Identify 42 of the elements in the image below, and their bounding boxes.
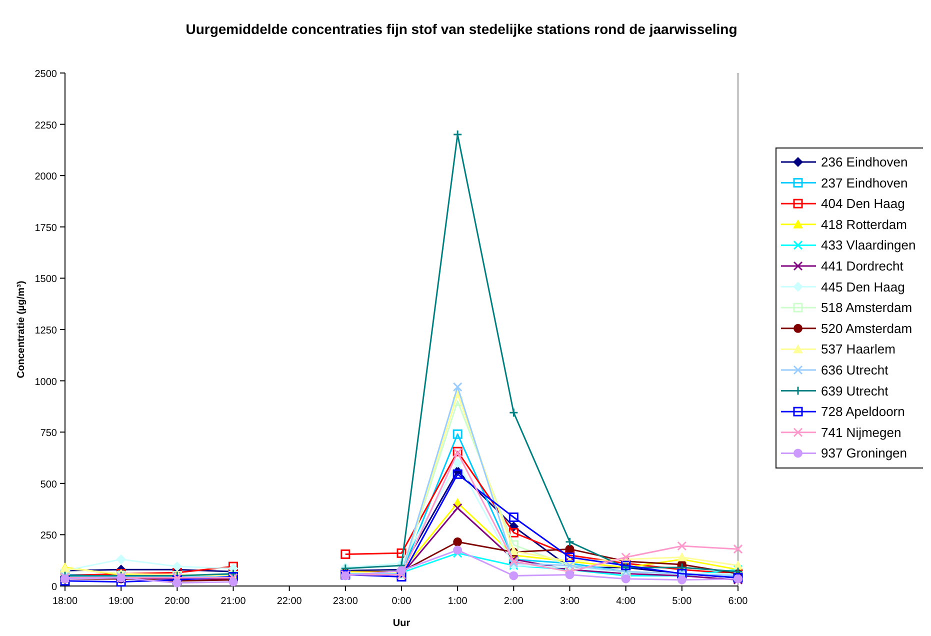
y-tick-label: 1250	[34, 326, 58, 336]
legend-label: 433 Vlaardingen	[821, 238, 916, 253]
legend-label: 937 Groningen	[821, 446, 908, 461]
chart-title: Uurgemiddelde concentraties fijn stof van stedelijke stations rond de jaarwisseling	[186, 21, 738, 37]
y-tick-label: 1000	[34, 376, 58, 388]
y-tick-label: 500	[40, 479, 58, 490]
x-tick-label: 2:00	[504, 596, 524, 607]
y-axis-title: Concentratie (µg/m³)	[16, 280, 27, 378]
x-tick-label: 18:00	[52, 596, 78, 607]
x-tick-label: 0:00	[392, 596, 412, 607]
legend-label: 639 Utrecht	[821, 383, 889, 398]
y-tick-label: 0	[51, 582, 58, 593]
x-tick-label: 3:00	[560, 596, 580, 607]
x-tick-label: 22:00	[276, 596, 302, 607]
y-tick-label: 2250	[34, 120, 58, 132]
x-tick-label: 21:00	[220, 596, 246, 607]
legend-label: 404 Den Haag	[821, 196, 905, 212]
legend-label: 441 Dordrecht	[821, 258, 904, 274]
x-tick-label: 20:00	[164, 596, 190, 607]
x-tick-label: 6:00	[728, 596, 748, 607]
y-tick-label: 2000	[34, 172, 58, 183]
legend-label: 418 Rotterdam	[821, 216, 907, 232]
legend-label: 518 Amsterdam	[821, 300, 912, 316]
x-tick-label: 4:00	[616, 596, 636, 607]
x-tick-label: 23:00	[332, 596, 358, 607]
x-tick-label: 5:00	[672, 596, 692, 607]
legend-label: 236 Eindhoven	[821, 154, 908, 170]
x-tick-label: 19:00	[108, 596, 134, 607]
x-axis-title: Uur	[392, 618, 410, 629]
legend-label: 445 Den Haag	[821, 279, 905, 294]
y-tick-label: 1500	[34, 274, 58, 286]
legend-label: 741 Nijmegen	[821, 424, 902, 440]
y-tick-label: 750	[40, 428, 58, 440]
legend-label: 237 Eindhoven	[821, 175, 908, 190]
legend-label: 537 Haarlem	[821, 342, 896, 357]
y-tick-label: 1750	[34, 222, 58, 234]
y-tick-label: 250	[40, 530, 58, 542]
legend-label: 728 Apeldoorn	[821, 404, 905, 420]
y-tick-label: 2500	[34, 69, 58, 80]
legend-label: 520 Amsterdam	[821, 320, 912, 336]
legend-label: 636 Utrecht	[821, 362, 889, 378]
x-tick-label: 1:00	[448, 596, 468, 607]
